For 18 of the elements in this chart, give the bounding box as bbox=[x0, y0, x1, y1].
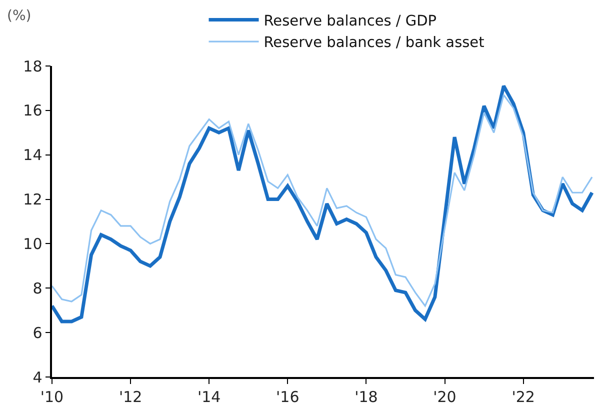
x-tick-label: '16 bbox=[276, 388, 300, 406]
y-tick-label: 6 bbox=[32, 324, 42, 342]
y-tick-label: 16 bbox=[23, 102, 42, 120]
x-tick-label: '18 bbox=[354, 388, 378, 406]
x-tick-label: '10 bbox=[40, 388, 64, 406]
y-tick-label: 12 bbox=[23, 190, 42, 209]
y-tick-label: 8 bbox=[32, 279, 42, 298]
x-tick-label: '14 bbox=[197, 388, 221, 406]
y-tick-label: 14 bbox=[23, 146, 42, 164]
x-tick-label: '12 bbox=[118, 388, 142, 406]
y-axis-title: (%) bbox=[7, 8, 32, 24]
y-tick-label: 10 bbox=[23, 234, 42, 253]
x-tick-label: '20 bbox=[433, 388, 456, 406]
y-tick-label: 4 bbox=[32, 368, 42, 386]
legend-label: Reserve balances / bank asset bbox=[264, 35, 485, 52]
x-tick-label: '22 bbox=[512, 388, 535, 406]
y-tick-label: 18 bbox=[23, 57, 42, 76]
legend-label: Reserve balances / GDP bbox=[264, 13, 437, 30]
